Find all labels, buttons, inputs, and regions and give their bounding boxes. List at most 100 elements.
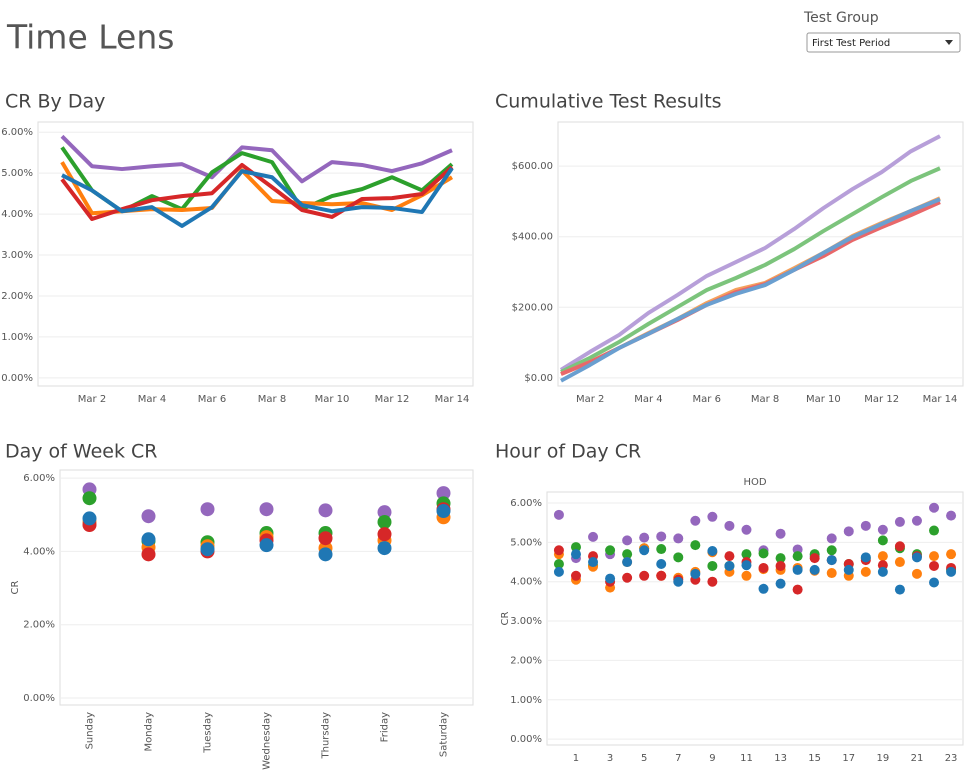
point xyxy=(929,577,940,588)
point xyxy=(877,535,888,546)
x-tick-label: Friday xyxy=(380,712,391,742)
plot-area xyxy=(546,491,964,746)
dot xyxy=(318,547,333,562)
x-tick-label: Mar 10 xyxy=(315,394,350,405)
point xyxy=(605,573,616,584)
point xyxy=(792,584,803,595)
y-tick-label: 3.00% xyxy=(510,616,542,627)
x-tick-label: Mar 14 xyxy=(435,394,470,405)
point xyxy=(570,542,581,553)
y-tick-label: $400.00 xyxy=(512,232,553,243)
x-tick-label: Mar 8 xyxy=(751,394,779,405)
point xyxy=(656,559,667,570)
dot xyxy=(377,527,392,542)
y-tick-label: 4.00% xyxy=(510,577,542,588)
point xyxy=(707,546,718,557)
point xyxy=(775,578,786,589)
point xyxy=(553,559,564,570)
x-tick-label: Mar 14 xyxy=(923,394,958,405)
point xyxy=(877,566,888,577)
y-tick-label: 2.00% xyxy=(510,655,542,666)
page-title: Time Lens xyxy=(6,18,174,57)
plot-area xyxy=(557,121,964,387)
dot xyxy=(259,538,274,553)
dot xyxy=(200,542,215,557)
point xyxy=(690,568,701,579)
x-tick-label: Mar 6 xyxy=(198,394,226,405)
dot xyxy=(377,505,392,520)
point xyxy=(673,576,684,587)
point xyxy=(758,562,769,573)
point xyxy=(741,570,752,581)
y-tick-label: 3.00% xyxy=(1,250,33,261)
dropdown-box[interactable] xyxy=(806,32,961,53)
point xyxy=(553,545,564,556)
point xyxy=(622,572,633,583)
point xyxy=(826,545,837,556)
y-axis-label: CR xyxy=(500,611,511,625)
y-tick-label: 5.00% xyxy=(510,537,542,548)
point xyxy=(894,516,905,527)
plot-area xyxy=(37,121,474,387)
point xyxy=(946,566,957,577)
y-tick-label: $200.00 xyxy=(512,302,553,313)
point xyxy=(911,552,922,563)
y-tick-label: 5.00% xyxy=(1,168,33,179)
dropdown-arrow[interactable] xyxy=(945,40,953,45)
dropdown-value[interactable]: First Test Period xyxy=(812,38,890,49)
point xyxy=(929,551,940,562)
y-tick-label: 1.00% xyxy=(1,332,33,343)
point xyxy=(724,520,735,531)
point xyxy=(656,570,667,581)
y-tick-label: 0.00% xyxy=(23,693,55,704)
y-tick-label: 6.00% xyxy=(510,498,542,509)
point xyxy=(673,552,684,563)
point xyxy=(639,545,650,556)
point xyxy=(707,560,718,571)
point xyxy=(639,570,650,581)
point xyxy=(673,533,684,544)
series-line xyxy=(60,146,454,214)
point xyxy=(690,540,701,551)
dot xyxy=(200,502,215,517)
series-line xyxy=(559,134,941,372)
point xyxy=(588,531,599,542)
chart-subtitle: HOD xyxy=(743,477,766,488)
point xyxy=(877,551,888,562)
point xyxy=(741,549,752,560)
point xyxy=(860,552,871,563)
filter-dropdown[interactable]: First Test Period xyxy=(806,32,961,53)
x-tick-label: 23 xyxy=(945,753,958,764)
dot xyxy=(141,532,156,547)
dot xyxy=(377,541,392,556)
point xyxy=(622,557,633,568)
x-tick-label: Monday xyxy=(144,712,155,752)
point xyxy=(860,520,871,531)
point xyxy=(775,560,786,571)
point xyxy=(656,531,667,542)
point xyxy=(605,545,616,556)
x-tick-label: Tuesday xyxy=(203,712,214,754)
x-tick-label: Saturday xyxy=(439,712,450,757)
x-tick-label: Mar 12 xyxy=(864,394,899,405)
x-tick-label: Mar 2 xyxy=(78,394,106,405)
point xyxy=(724,551,735,562)
y-tick-label: 0.00% xyxy=(1,373,33,384)
point xyxy=(894,557,905,568)
plot-area xyxy=(59,469,474,706)
chart-title: Day of Week CR xyxy=(5,441,157,463)
point xyxy=(724,560,735,571)
point xyxy=(570,549,581,560)
point xyxy=(588,557,599,568)
chart-title: Hour of Day CR xyxy=(495,441,641,463)
series-line xyxy=(560,166,941,374)
point xyxy=(639,532,650,543)
y-tick-label: 4.00% xyxy=(23,546,55,557)
point xyxy=(775,553,786,564)
point xyxy=(622,549,633,560)
x-tick-label: 19 xyxy=(877,753,890,764)
dot xyxy=(259,502,274,517)
y-tick-label: 4.00% xyxy=(1,209,33,220)
x-tick-label: Thursday xyxy=(321,712,332,760)
